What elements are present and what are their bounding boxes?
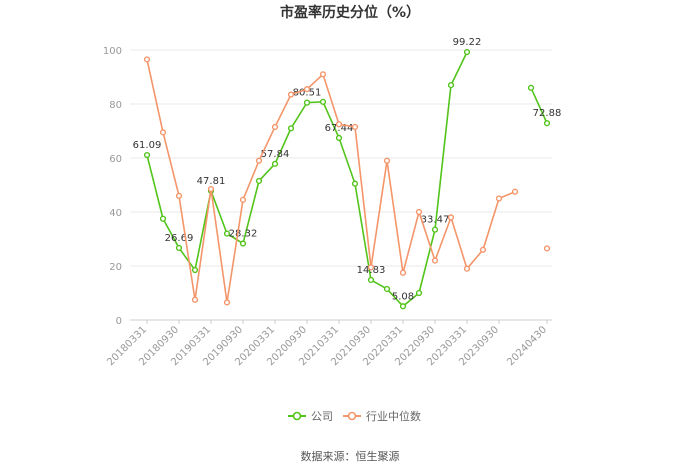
y-tick-label: 40 (109, 208, 122, 219)
data-label: 26.69 (165, 233, 194, 244)
data-point[interactable] (367, 276, 375, 284)
data-point[interactable] (351, 180, 359, 187)
chart-title: 市盈率历史分位（%） (280, 4, 420, 21)
data-point[interactable] (319, 98, 327, 105)
data-point[interactable] (447, 81, 455, 89)
data-label: 33.47 (421, 215, 450, 226)
data-point[interactable] (191, 296, 199, 303)
data-point[interactable] (303, 86, 311, 93)
data-point[interactable] (447, 214, 455, 221)
data-label: 80.51 (293, 88, 322, 99)
data-point[interactable] (415, 208, 423, 216)
data-point[interactable] (255, 157, 263, 164)
data-point[interactable] (143, 151, 151, 159)
data-label: 47.81 (197, 176, 226, 187)
data-point[interactable] (239, 240, 247, 247)
data-point[interactable] (207, 185, 215, 193)
data-point[interactable] (399, 269, 407, 276)
data-label: 99.22 (453, 37, 482, 48)
legend-label: 公司 (311, 410, 333, 423)
data-point[interactable] (287, 125, 295, 132)
data-point[interactable] (239, 196, 247, 203)
data-point[interactable] (431, 257, 439, 264)
series-0: 61.09 26.69 47.81 28.32 57.84 80.51 67.44 14.83… (133, 37, 562, 310)
legend-item-0[interactable]: 公司 (288, 410, 333, 423)
data-point[interactable] (399, 303, 407, 310)
data-point[interactable] (159, 215, 167, 222)
data-point[interactable] (367, 264, 375, 271)
data-point[interactable] (271, 160, 279, 167)
x-axis: 2018033120180930201903312019093020200331… (105, 320, 549, 368)
x-tick-label: 20240430 (505, 324, 549, 368)
grid (130, 49, 552, 321)
data-point[interactable] (527, 84, 535, 91)
data-point[interactable] (255, 177, 263, 185)
data-point[interactable] (351, 123, 359, 131)
data-label: 5.08 (392, 291, 414, 302)
data-point[interactable] (543, 120, 551, 127)
y-tick-label: 100 (103, 46, 122, 57)
data-point[interactable] (287, 91, 295, 98)
data-label: 67.44 (325, 123, 354, 134)
data-point[interactable] (511, 188, 519, 195)
y-tick-label: 0 (116, 316, 122, 327)
data-point[interactable] (543, 245, 551, 252)
data-point[interactable] (271, 123, 279, 131)
data-point[interactable] (383, 157, 391, 164)
data-label: 61.09 (133, 140, 162, 151)
series-layer: 61.09 26.69 47.81 28.32 57.84 80.51 67.44 14.83… (133, 37, 562, 310)
data-point[interactable] (223, 230, 231, 237)
data-point[interactable] (159, 129, 167, 136)
y-tick-label: 20 (109, 262, 122, 273)
data-point[interactable] (463, 265, 471, 272)
data-point[interactable] (223, 299, 231, 306)
legend-marker (347, 411, 357, 421)
data-point[interactable] (191, 266, 199, 274)
data-label: 72.88 (533, 108, 562, 119)
data-point[interactable] (383, 285, 391, 293)
data-point[interactable] (463, 49, 471, 56)
data-point[interactable] (495, 195, 503, 202)
data-point[interactable] (319, 71, 327, 78)
data-point[interactable] (335, 121, 343, 128)
data-point[interactable] (431, 226, 439, 233)
data-point[interactable] (303, 99, 311, 106)
data-label: 14.83 (357, 265, 386, 276)
y-axis: 0 20 40 60 80 100 (103, 46, 122, 327)
data-point[interactable] (479, 246, 487, 253)
series-line (530, 87, 548, 124)
legend[interactable]: 公司 行业中位数 (288, 409, 421, 423)
data-label: 28.32 (229, 229, 258, 240)
legend-marker (292, 411, 302, 421)
y-tick-label: 60 (109, 154, 122, 165)
legend-label: 行业中位数 (366, 409, 421, 423)
series-line (146, 59, 516, 303)
source-note: 数据来源：恒生聚源 (301, 449, 400, 463)
data-point[interactable] (415, 289, 423, 297)
series-1 (143, 56, 551, 306)
data-point[interactable] (143, 56, 151, 63)
data-label: 57.84 (261, 149, 290, 160)
data-point[interactable] (175, 244, 183, 252)
data-point[interactable] (335, 134, 343, 142)
data-point[interactable] (175, 192, 183, 199)
legend-item-1[interactable]: 行业中位数 (343, 409, 421, 423)
y-tick-label: 80 (109, 100, 122, 111)
